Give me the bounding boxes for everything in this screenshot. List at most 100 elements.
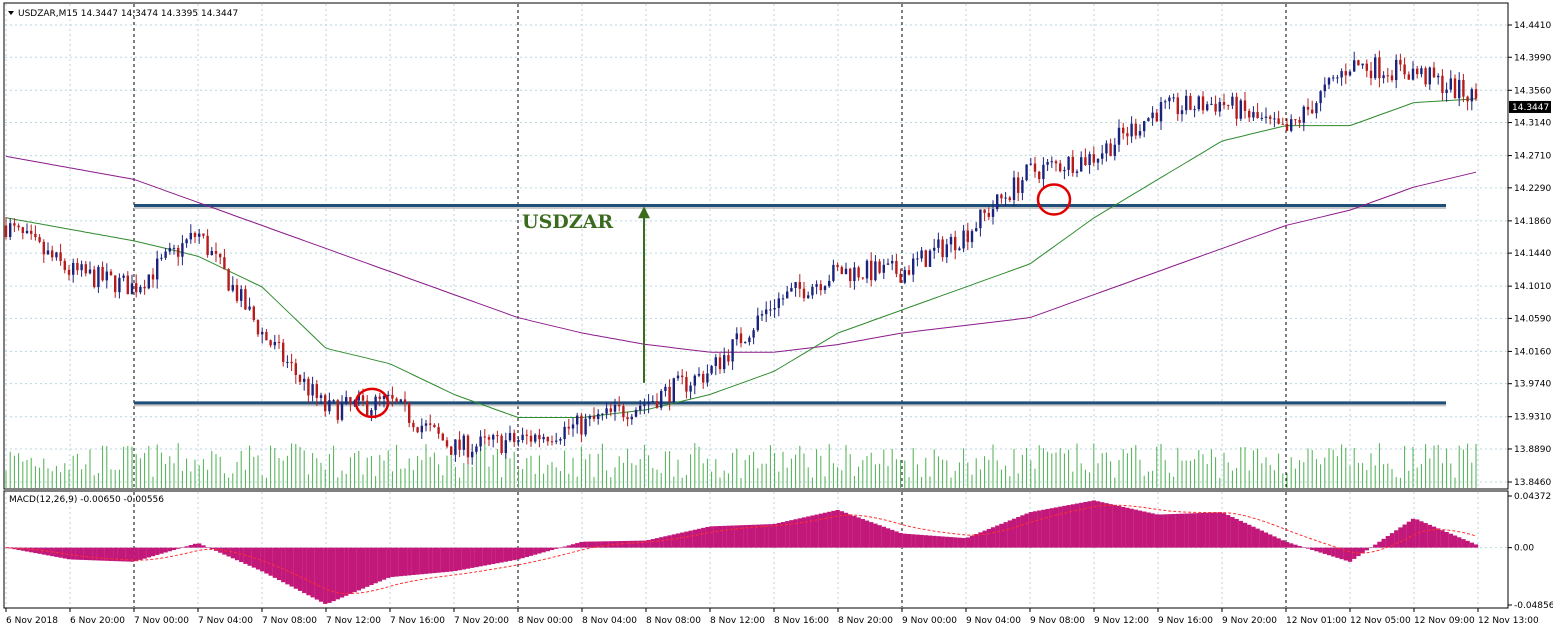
macd-histogram-bar bbox=[667, 535, 672, 548]
candle-body bbox=[181, 243, 184, 257]
candle-body bbox=[1252, 112, 1255, 118]
macd-histogram-bar bbox=[1066, 505, 1071, 548]
candle-body bbox=[819, 284, 822, 291]
candle-body bbox=[546, 436, 549, 442]
candle-body bbox=[353, 400, 356, 404]
macd-histogram-bar bbox=[470, 547, 475, 568]
macd-histogram-bar bbox=[428, 547, 433, 574]
macd-histogram-bar bbox=[457, 547, 462, 571]
candle-body bbox=[1319, 91, 1322, 104]
macd-histogram-bar bbox=[537, 547, 542, 554]
macd-histogram-bar bbox=[915, 534, 920, 548]
candle-body bbox=[1424, 68, 1427, 85]
candle-body bbox=[865, 260, 869, 279]
macd-axis-label: 0.04372 bbox=[1514, 492, 1551, 502]
time-axis-label: 6 Nov 20:00 bbox=[70, 616, 125, 626]
macd-histogram-bar bbox=[184, 546, 189, 548]
macd-histogram-bar bbox=[730, 525, 735, 548]
macd-histogram-bar bbox=[1087, 501, 1092, 548]
candle-body bbox=[559, 439, 562, 441]
macd-histogram-bar bbox=[776, 522, 781, 548]
time-axis-label: 7 Nov 04:00 bbox=[198, 616, 253, 626]
macd-histogram-bar bbox=[1431, 526, 1437, 548]
candle-body bbox=[601, 413, 604, 415]
candle-body bbox=[731, 339, 734, 362]
candle-body bbox=[1122, 127, 1125, 134]
macd-histogram-bar bbox=[58, 547, 63, 558]
candle-body bbox=[836, 264, 839, 268]
macd-histogram-bar bbox=[293, 547, 298, 589]
time-axis-label: 8 Nov 08:00 bbox=[646, 616, 701, 626]
candle-body bbox=[361, 395, 365, 401]
candle-body bbox=[1260, 117, 1263, 119]
macd-histogram-bar bbox=[1402, 524, 1407, 548]
macd-histogram-bar bbox=[239, 547, 244, 563]
main-price-panel[interactable] bbox=[3, 2, 1509, 490]
macd-histogram-bar bbox=[852, 515, 857, 548]
macd-histogram-bar bbox=[856, 517, 861, 548]
candle-body bbox=[727, 355, 730, 362]
macd-histogram-bar bbox=[255, 547, 261, 570]
macd-histogram-bar bbox=[159, 547, 164, 554]
collapse-triangle-icon[interactable] bbox=[8, 11, 14, 15]
macd-histogram-bar bbox=[1137, 510, 1143, 548]
macd-histogram-bar bbox=[549, 547, 555, 551]
macd-histogram-bar bbox=[12, 547, 17, 550]
candle-body bbox=[1117, 127, 1121, 145]
macd-histogram-bar bbox=[575, 543, 580, 548]
macd-histogram-bar bbox=[335, 547, 340, 600]
macd-histogram-bar bbox=[1221, 513, 1227, 548]
macd-histogram-bar bbox=[62, 547, 67, 559]
candle-body bbox=[21, 227, 24, 233]
macd-histogram-bar bbox=[29, 547, 34, 553]
highlight-circle-lower bbox=[354, 387, 390, 419]
candle-body bbox=[529, 435, 533, 442]
macd-histogram-bar bbox=[1058, 506, 1063, 548]
candle-body bbox=[135, 283, 138, 293]
candle-body bbox=[794, 282, 797, 288]
macd-histogram-bar bbox=[96, 547, 101, 561]
macd-histogram-bar bbox=[1301, 547, 1306, 548]
macd-histogram-bar bbox=[1368, 547, 1374, 548]
macd-histogram-bar bbox=[394, 547, 399, 577]
candle-body bbox=[676, 375, 680, 379]
macd-histogram-bar bbox=[365, 547, 370, 587]
candle-body bbox=[975, 228, 978, 232]
macd-histogram-bar bbox=[1331, 547, 1336, 557]
candle-body bbox=[1399, 59, 1402, 65]
candle-body bbox=[235, 285, 239, 301]
macd-histogram-bar bbox=[793, 519, 798, 548]
candle-body bbox=[954, 236, 957, 251]
macd-histogram-bar bbox=[1003, 522, 1008, 548]
moving-averages bbox=[5, 98, 1477, 418]
macd-histogram-bar bbox=[885, 528, 891, 548]
candle-body bbox=[735, 333, 738, 340]
macd-histogram-bar bbox=[801, 517, 807, 548]
macd-histogram-bar bbox=[1158, 514, 1164, 548]
candle-body bbox=[1155, 112, 1158, 122]
candle-body bbox=[647, 401, 650, 405]
candle-body bbox=[882, 264, 885, 273]
candle-body bbox=[903, 270, 906, 283]
macd-histogram-bar bbox=[659, 537, 664, 548]
macd-histogram-bar bbox=[20, 547, 25, 551]
candle-body bbox=[240, 289, 243, 301]
macd-histogram-bar bbox=[125, 547, 130, 562]
candle-body bbox=[945, 244, 948, 258]
candle-body bbox=[878, 261, 881, 273]
candle-body bbox=[1130, 123, 1133, 137]
candle-body bbox=[655, 401, 659, 408]
candle-body bbox=[1143, 121, 1146, 132]
candle-body bbox=[576, 415, 579, 425]
candle-body bbox=[1147, 118, 1150, 122]
candle-body bbox=[1168, 97, 1171, 102]
macd-histogram-bar bbox=[1217, 512, 1222, 548]
candle-body bbox=[479, 436, 482, 447]
candle-body bbox=[408, 402, 411, 423]
candle-body bbox=[4, 225, 8, 237]
candle-body bbox=[1025, 164, 1028, 181]
candle-body bbox=[1395, 59, 1398, 81]
candle-body bbox=[219, 253, 222, 258]
candle-body bbox=[1189, 95, 1192, 110]
